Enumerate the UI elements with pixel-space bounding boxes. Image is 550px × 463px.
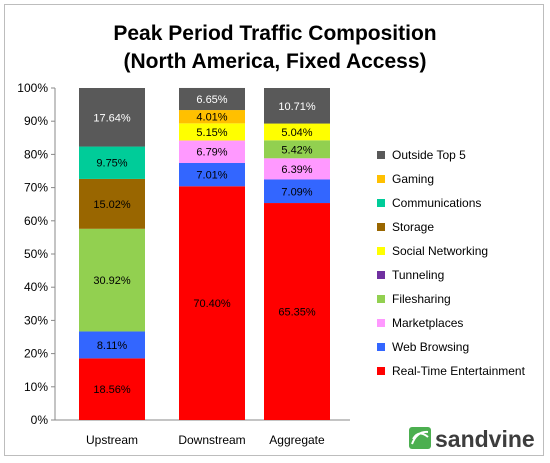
bar-segment <box>264 158 330 180</box>
legend-entry: Real-Time Entertainment <box>392 364 526 378</box>
axes: 0% 10% 20% 30% 40% 50% 60% 70% 80% 90% 100% Upstrea… <box>17 81 350 447</box>
x-category-label: Upstream <box>86 433 138 447</box>
legend-entry: Communications <box>392 196 481 210</box>
y-tick-label: 20% <box>24 347 48 361</box>
data-label: 9.75% <box>96 158 127 170</box>
chart-title: Peak Period Traffic Composition <box>113 22 436 45</box>
bar-segment <box>179 110 245 124</box>
bar-segment <box>179 87 245 111</box>
data-label: 7.01% <box>196 170 227 182</box>
y-tick-label: 90% <box>24 114 48 128</box>
legend-entry: Marketplaces <box>392 316 463 330</box>
bar-segment <box>264 88 330 124</box>
bar-segment <box>79 88 145 147</box>
sandvine-logo-mark-icon <box>411 430 429 445</box>
legend-swatch <box>377 151 385 159</box>
bar-segment <box>79 358 145 420</box>
bar-segment <box>264 123 330 141</box>
y-tick-label: 40% <box>24 280 48 294</box>
data-label: 5.15% <box>196 127 227 139</box>
legend-swatch <box>377 271 385 279</box>
data-label: 5.04% <box>281 127 312 139</box>
y-tick-label: 60% <box>24 214 48 228</box>
y-tick-label: 10% <box>24 380 48 394</box>
brand-logo: sandvine <box>409 426 535 452</box>
bar-segment <box>79 331 145 359</box>
data-label: 18.56% <box>93 384 131 396</box>
data-label: 5.42% <box>281 144 312 156</box>
bar-segment <box>179 162 245 187</box>
data-label: 6.39% <box>281 164 312 176</box>
legend: Outside Top 5 Gaming Communications Storage… <box>377 148 526 378</box>
legend-swatch <box>377 199 385 207</box>
data-label: 65.35% <box>278 307 316 319</box>
chart: Peak Period Traffic Composition (North A… <box>17 22 535 452</box>
legend-swatch <box>377 367 385 375</box>
data-label: 7.09% <box>281 186 312 198</box>
sandvine-logo-icon <box>409 427 431 449</box>
data-label: 10.71% <box>278 101 316 113</box>
bar-segment <box>79 228 145 332</box>
data-label: 6.65% <box>196 94 227 106</box>
bar-segment <box>79 178 145 229</box>
x-category-label: Downstream <box>178 433 245 447</box>
legend-entry: Gaming <box>392 172 434 186</box>
brand-name: sandvine <box>435 426 535 452</box>
bar-segment <box>79 146 145 179</box>
x-category-label: Aggregate <box>269 433 325 447</box>
legend-entry: Outside Top 5 <box>392 148 466 162</box>
data-label: 4.01% <box>196 112 227 124</box>
legend-entry: Tunneling <box>392 268 444 282</box>
bar-segment <box>179 123 245 141</box>
bar-segment <box>264 203 330 420</box>
legend-entry: Web Browsing <box>392 340 469 354</box>
bar-segment <box>179 140 245 163</box>
legend-swatch <box>377 247 385 255</box>
legend-swatch <box>377 223 385 231</box>
legend-swatch <box>377 319 385 327</box>
y-tick-label: 80% <box>24 147 48 161</box>
bar-segment <box>179 186 245 420</box>
data-label: 15.02% <box>93 199 131 211</box>
data-label: 8.11% <box>97 340 128 352</box>
data-label: 70.40% <box>193 298 231 310</box>
chart-frame: Peak Period Traffic Composition (North A… <box>4 4 544 456</box>
bars: 18.56% 8.11% 30.92% 15.02% 9.75% 17.64% 70.40%… <box>79 87 330 420</box>
bar-segment <box>264 140 330 159</box>
legend-swatch <box>377 295 385 303</box>
y-tick-label: 0% <box>31 413 49 427</box>
legend-entry: Social Networking <box>392 244 488 258</box>
y-tick-label: 70% <box>24 181 48 195</box>
chart-subtitle: (North America, Fixed Access) <box>123 50 426 73</box>
y-tick-label: 100% <box>17 81 48 95</box>
data-label: 6.79% <box>196 147 227 159</box>
legend-entry: Filesharing <box>392 292 451 306</box>
legend-entry: Storage <box>392 220 434 234</box>
y-tick-label: 50% <box>24 247 48 261</box>
legend-swatch <box>377 343 385 351</box>
legend-swatch <box>377 175 385 183</box>
data-label: 17.64% <box>93 112 131 124</box>
data-label: 30.92% <box>93 275 131 287</box>
y-tick-label: 30% <box>24 313 48 327</box>
bar-segment <box>264 179 330 204</box>
